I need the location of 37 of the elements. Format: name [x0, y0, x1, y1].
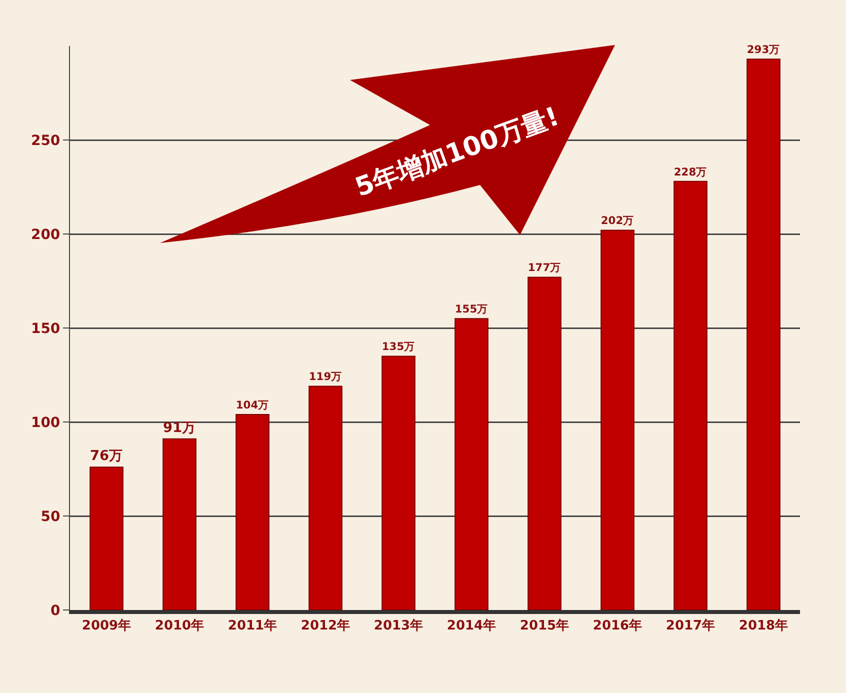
x-tick-label: 2014年: [446, 618, 496, 634]
data-label: 228万: [674, 165, 708, 178]
data-label: 135万: [382, 340, 416, 354]
data-label: 155万: [454, 302, 488, 316]
y-tick-label: 100: [30, 414, 60, 431]
y-tick-label: 200: [30, 226, 60, 243]
annotation: 5年增加100万量!: [351, 102, 564, 204]
bar: [600, 230, 634, 610]
y-tick-label: 0: [50, 602, 60, 619]
data-label: 91万: [162, 420, 196, 436]
x-tick-label: 2016年: [592, 618, 642, 634]
bar: [382, 356, 416, 610]
y-tick-label: 50: [40, 508, 60, 525]
bar: [90, 466, 124, 610]
x-tick-label: 2010年: [154, 618, 204, 634]
x-tick-label: 2015年: [520, 618, 570, 634]
x-tick-label: 2017年: [666, 618, 716, 634]
x-tick-label: 2009年: [82, 618, 132, 634]
x-tick-label: 2011年: [228, 618, 278, 634]
y-tick-label: 150: [30, 320, 60, 337]
x-tick-label: 2012年: [300, 618, 350, 634]
x-tick-label: 2018年: [738, 618, 788, 634]
bar: [528, 276, 562, 610]
data-label: 293万: [746, 43, 780, 56]
bar: [236, 414, 270, 610]
bar: [162, 438, 196, 610]
data-label: 119万: [308, 370, 342, 384]
data-label: 177万: [528, 261, 562, 274]
y-tick-label: 250: [30, 132, 60, 149]
bar: [746, 58, 780, 610]
x-tick-label: 2013年: [374, 618, 424, 634]
bar: [308, 386, 342, 610]
data-label: 202万: [600, 214, 634, 228]
bar: [454, 318, 488, 610]
bar: [674, 180, 708, 610]
data-label: 76万: [90, 448, 124, 464]
data-label: 104万: [236, 398, 270, 412]
